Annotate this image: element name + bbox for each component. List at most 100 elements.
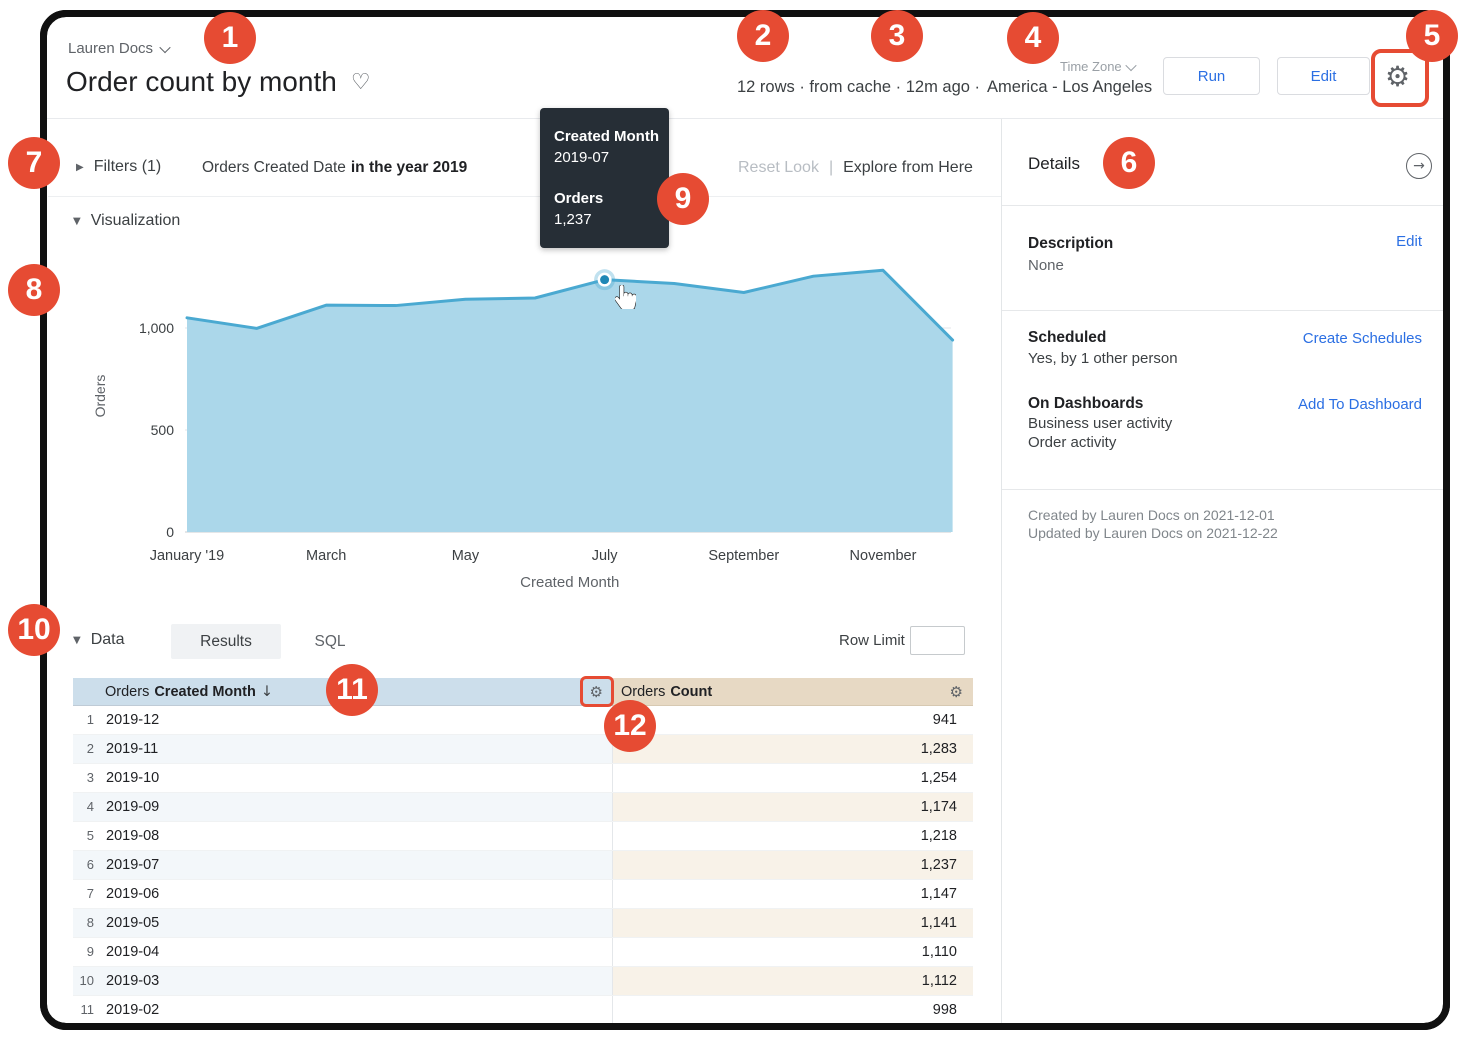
edit-button[interactable]: Edit	[1277, 57, 1370, 95]
table-row[interactable]: 9 2019-04 1,110	[73, 938, 973, 967]
column-gear-icon[interactable]: ⚙	[589, 682, 603, 701]
annotation-badge-12: 12	[604, 700, 656, 752]
details-panel-title: Details	[1028, 154, 1080, 173]
timezone-dropdown[interactable]: Time Zone	[1060, 59, 1137, 74]
query-stats-text: 12 rows · from cache · 12m ago ·	[737, 78, 981, 96]
create-schedules-link[interactable]: Create Schedules	[1302, 330, 1422, 347]
table-row[interactable]: 10 2019-03 1,112	[73, 967, 973, 996]
action-separator: |	[828, 159, 834, 176]
timezone-dropdown-label: Time Zone	[1060, 59, 1122, 74]
visualization-section-label: Visualization	[90, 212, 181, 229]
svg-text:November: November	[850, 548, 917, 564]
details-divider	[1002, 310, 1443, 311]
results-table-header: Orders Created Month ↓ ⚙ Orders Count ⚙	[73, 678, 973, 706]
row-number: 10	[73, 967, 101, 995]
table-row[interactable]: 6 2019-07 1,237	[73, 851, 973, 880]
column-view-label: Orders	[105, 683, 150, 700]
table-row[interactable]: 5 2019-08 1,218	[73, 822, 973, 851]
explore-from-here-link[interactable]: Explore from Here	[843, 159, 973, 176]
annotation-badge-4: 4	[1007, 12, 1059, 64]
annotation-badge-8: 8	[8, 264, 60, 316]
scheduled-label: Scheduled	[1028, 329, 1107, 346]
tab-results[interactable]: Results	[171, 624, 281, 659]
orders-count-cell[interactable]: 998	[613, 996, 973, 1024]
created-month-cell[interactable]: 2019-09	[101, 793, 613, 821]
visualization-section-toggle[interactable]: ▼ Visualization	[73, 212, 180, 230]
panel-divider	[1001, 119, 1002, 1023]
tooltip-dimension-label: Created Month	[554, 128, 659, 145]
collapse-down-icon: ▼	[73, 215, 81, 227]
created-month-cell[interactable]: 2019-08	[101, 822, 613, 850]
annotation-badge-11: 11	[326, 664, 378, 716]
orders-count-cell[interactable]: 1,218	[613, 822, 973, 850]
table-row[interactable]: 1 2019-12 941	[73, 706, 973, 735]
run-button[interactable]: Run	[1163, 57, 1260, 95]
created-month-cell[interactable]: 2019-02	[101, 996, 613, 1024]
orders-count-cell[interactable]: 1,254	[613, 764, 973, 792]
orders-count-cell[interactable]: 1,147	[613, 880, 973, 908]
row-number: 3	[73, 764, 101, 792]
chart-area[interactable]: 0 500 1,000 January '19 March May July Septembe…	[90, 250, 975, 598]
breadcrumb[interactable]: Lauren Docs	[68, 40, 171, 57]
y-axis-title: Orders	[92, 374, 108, 418]
look-actions: Reset Look | Explore from Here	[738, 159, 973, 177]
column-view-label: Orders	[621, 683, 666, 700]
chart-tooltip: Created Month 2019-07 Orders 1,237	[540, 108, 669, 248]
dashboard-item[interactable]: Business user activity	[1028, 415, 1173, 432]
table-row[interactable]: 3 2019-10 1,254	[73, 764, 973, 793]
dashboard-item[interactable]: Order activity	[1028, 434, 1117, 451]
created-month-cell[interactable]: 2019-04	[101, 938, 613, 966]
created-month-cell[interactable]: 2019-05	[101, 909, 613, 937]
orders-count-cell[interactable]: 1,112	[613, 967, 973, 995]
favorite-heart-icon[interactable]: ♡	[350, 69, 371, 95]
svg-text:September: September	[708, 548, 779, 564]
data-section-toggle[interactable]: ▼ Data	[73, 631, 125, 649]
table-row[interactable]: 7 2019-06 1,147	[73, 880, 973, 909]
annotation-badge-10: 10	[8, 604, 60, 656]
orders-count-cell[interactable]: 1,237	[613, 851, 973, 879]
row-limit-label: Row Limit	[839, 632, 905, 649]
tab-sql[interactable]: SQL	[314, 632, 346, 650]
settings-gear-icon[interactable]: ⚙	[1385, 60, 1411, 93]
orders-count-cell[interactable]: 941	[613, 706, 973, 734]
row-number: 2	[73, 735, 101, 763]
row-number: 8	[73, 909, 101, 937]
row-number: 11	[73, 996, 101, 1024]
edit-description-link[interactable]: Edit	[1396, 233, 1422, 250]
row-number: 5	[73, 822, 101, 850]
created-month-cell[interactable]: 2019-03	[101, 967, 613, 995]
created-month-cell[interactable]: 2019-06	[101, 880, 613, 908]
orders-count-cell[interactable]: 1,283	[613, 735, 973, 763]
created-by-line: Created by Lauren Docs on 2021-12-01	[1028, 507, 1275, 523]
timezone-value[interactable]: America - Los Angeles	[987, 78, 1153, 96]
orders-count-cell[interactable]: 1,174	[613, 793, 973, 821]
column-header-orders-count[interactable]: Orders Count ⚙	[613, 678, 973, 706]
column-field-label: Created Month	[154, 683, 256, 700]
filters-section-toggle[interactable]: ▶ Filters (1)	[76, 158, 161, 176]
on-dashboards-label: On Dashboards	[1028, 395, 1144, 412]
row-number: 4	[73, 793, 101, 821]
row-limit-input[interactable]	[910, 626, 965, 655]
created-month-cell[interactable]: 2019-07	[101, 851, 613, 879]
details-divider	[1002, 489, 1443, 490]
annotation-box-settings-gear	[1371, 49, 1429, 107]
created-month-cell[interactable]: 2019-10	[101, 764, 613, 792]
sort-desc-icon[interactable]: ↓	[260, 683, 273, 700]
orders-count-cell[interactable]: 1,141	[613, 909, 973, 937]
reset-look-link[interactable]: Reset Look	[738, 159, 819, 176]
description-value: None	[1028, 257, 1064, 274]
column-gear-icon[interactable]: ⚙	[949, 682, 963, 701]
table-row[interactable]: 4 2019-09 1,174	[73, 793, 973, 822]
orders-count-cell[interactable]: 1,110	[613, 938, 973, 966]
query-stats: 12 rows · from cache · 12m ago · America…	[737, 78, 1152, 97]
row-number: 9	[73, 938, 101, 966]
table-row[interactable]: 2 2019-11 1,283	[73, 735, 973, 764]
open-details-arrow-icon[interactable]: →	[1406, 153, 1432, 179]
chevron-down-icon	[159, 41, 171, 53]
add-to-dashboard-link[interactable]: Add To Dashboard	[1298, 396, 1422, 413]
created-month-cell[interactable]: 2019-11	[101, 735, 613, 763]
table-row[interactable]: 8 2019-05 1,141	[73, 909, 973, 938]
table-row[interactable]: 11 2019-02 998	[73, 996, 973, 1025]
annotation-badge-3: 3	[871, 10, 923, 62]
svg-text:March: March	[306, 548, 346, 564]
